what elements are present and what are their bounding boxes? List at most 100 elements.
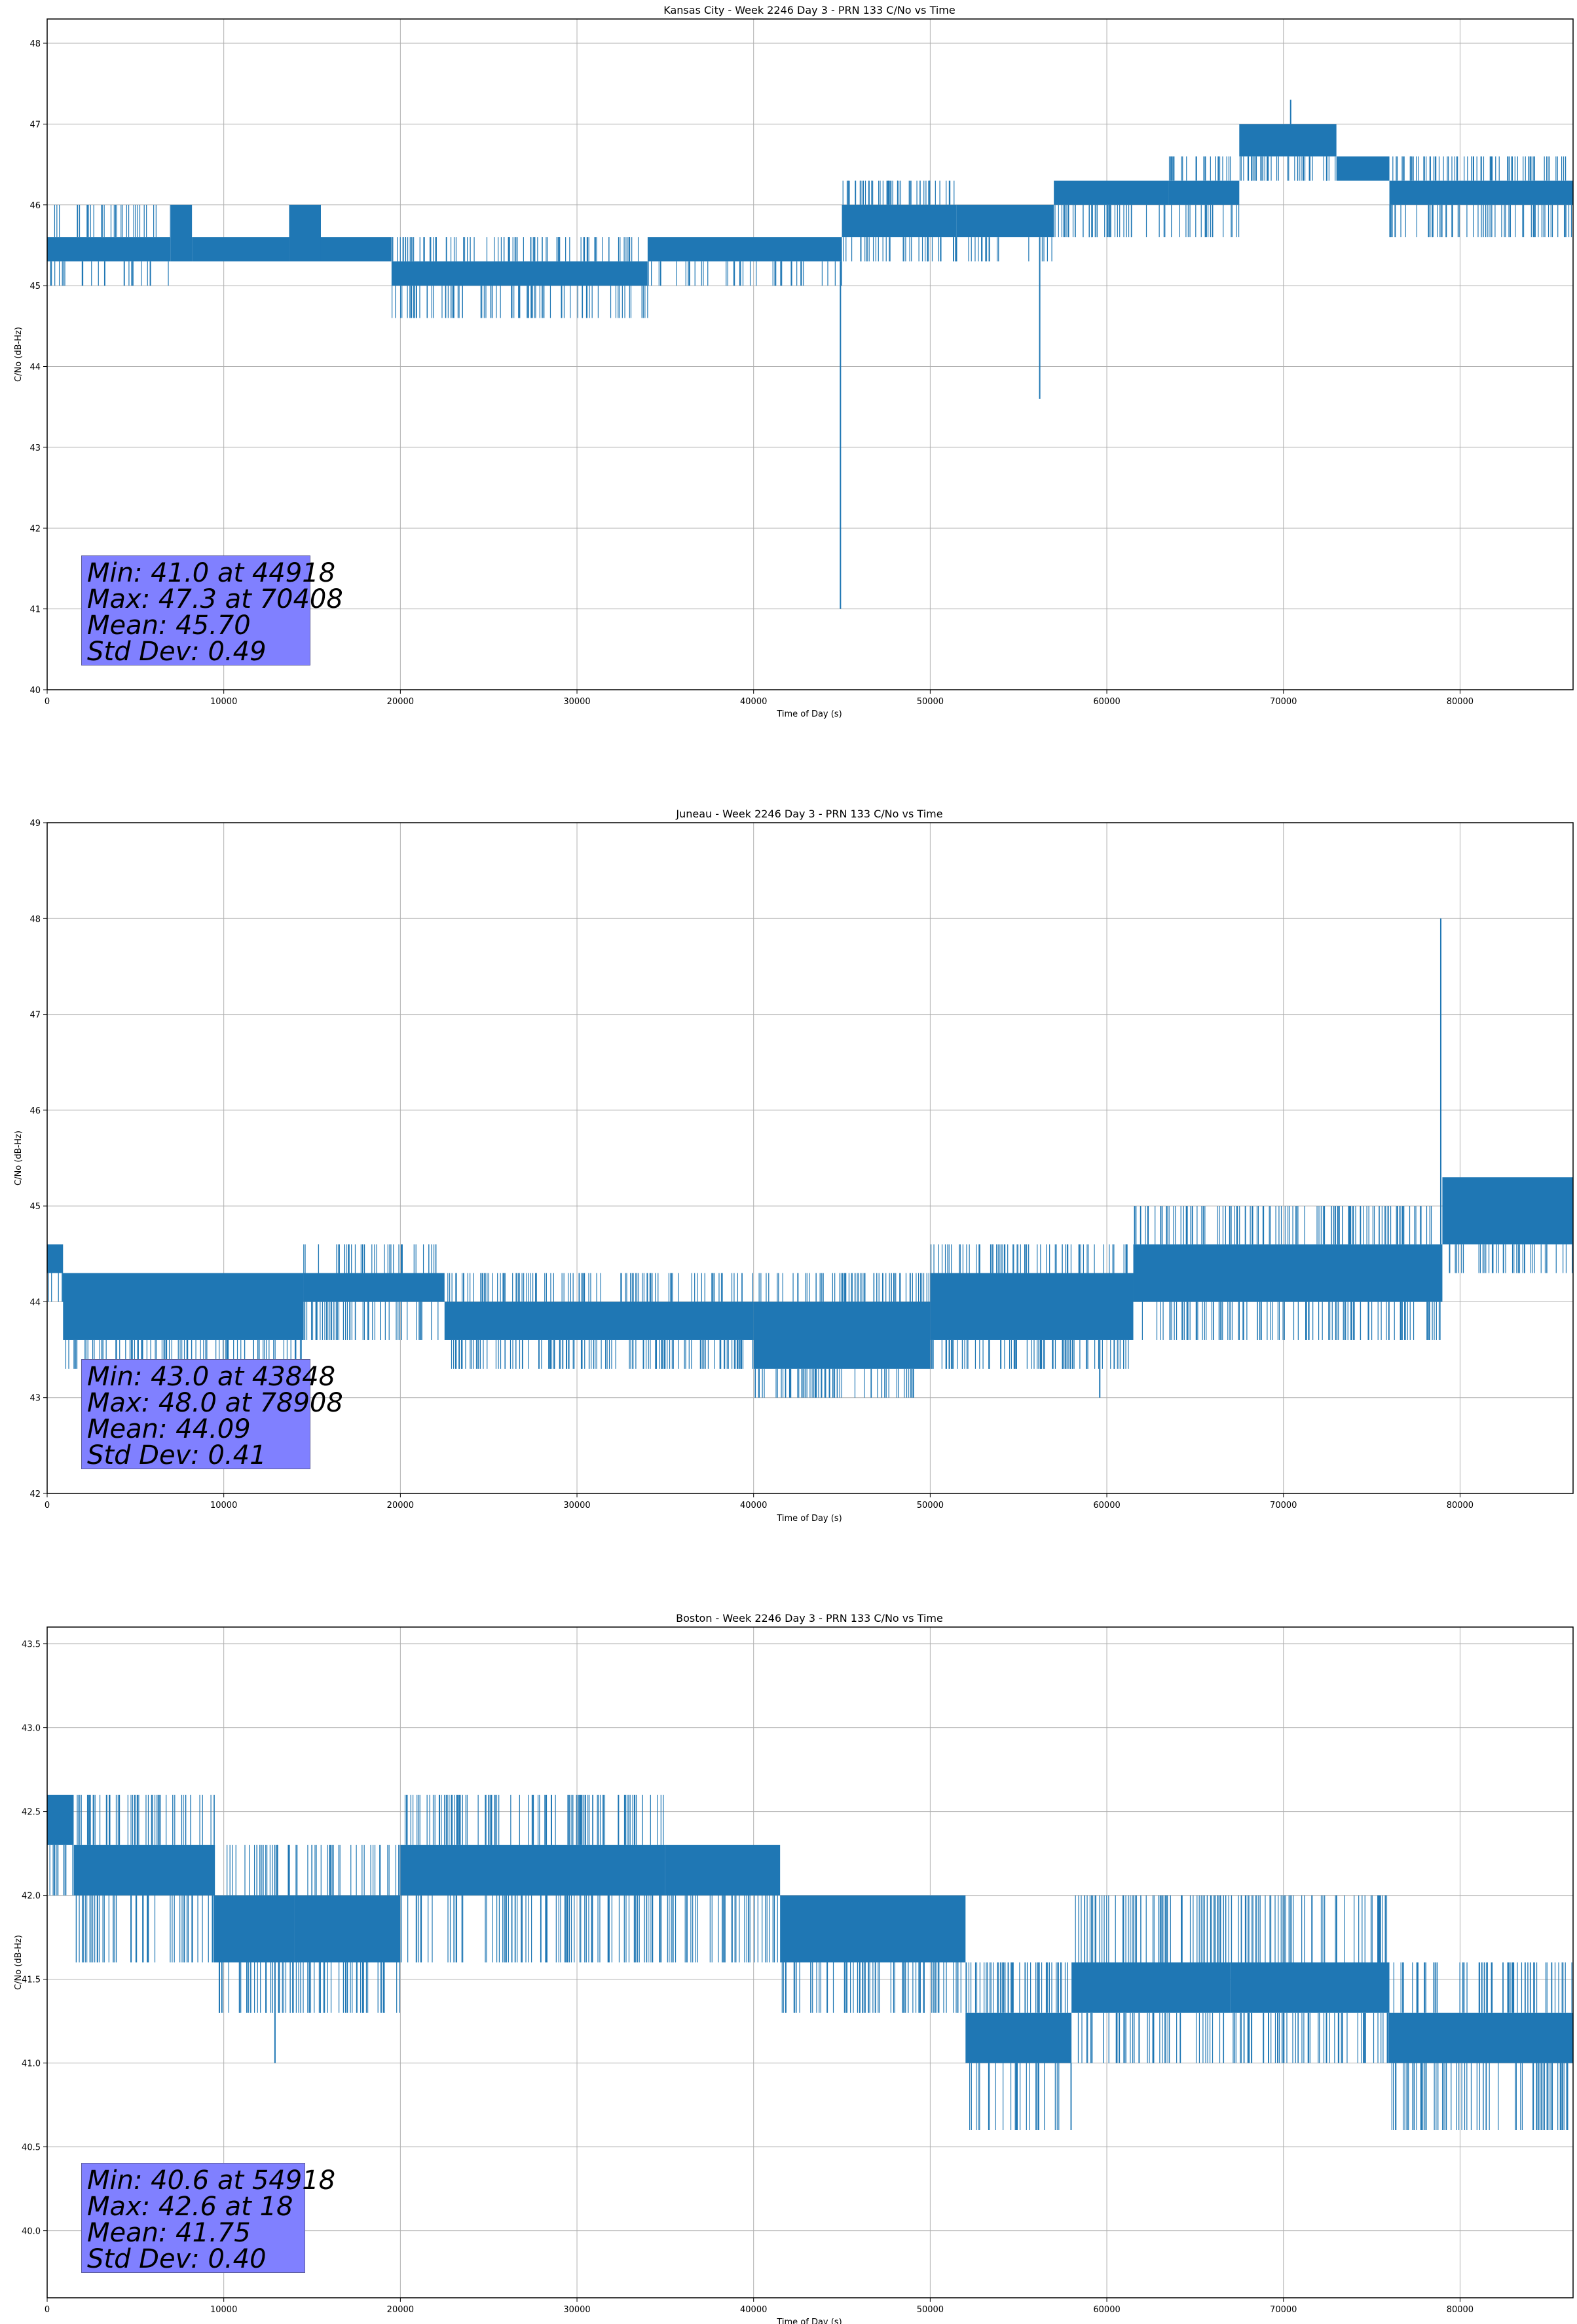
x-tick-label: 60000 bbox=[1093, 697, 1120, 707]
y-tick-label: 42.0 bbox=[22, 1892, 41, 1902]
x-tick-label: 30000 bbox=[563, 2305, 590, 2315]
y-tick-label: 43 bbox=[29, 1394, 41, 1404]
y-tick-label: 42 bbox=[29, 1490, 41, 1499]
y-tick-label: 40.0 bbox=[22, 2227, 41, 2237]
cno-trace bbox=[47, 100, 1573, 609]
grid bbox=[46, 1627, 1573, 2298]
y-tick-label: 43 bbox=[29, 443, 41, 453]
cno-band bbox=[170, 204, 193, 262]
x-tick-label: 70000 bbox=[1270, 1501, 1297, 1510]
cno-band bbox=[1071, 1962, 1231, 2013]
cno-band bbox=[1239, 124, 1337, 157]
x-tick-label: 10000 bbox=[210, 1501, 237, 1510]
y-tick-label: 47 bbox=[29, 120, 41, 130]
x-axis-ticks: 0 10000 20000 30000 40000 50000 60000 70000 8000… bbox=[45, 690, 1474, 707]
cno-band bbox=[930, 1273, 1134, 1340]
y-tick-label: 45 bbox=[29, 1202, 41, 1212]
x-axis-label: Time of Day (s) bbox=[776, 1514, 842, 1524]
y-tick-label: 49 bbox=[29, 819, 41, 829]
stats-std: Std Dev: 0.49 bbox=[87, 637, 267, 667]
x-tick-label: 60000 bbox=[1093, 1501, 1120, 1510]
kansas-city-panel: Kansas City - Week 2246 Day 3 - PRN 133 … bbox=[14, 4, 1574, 719]
y-axis-ticks: 40 41 42 43 44 45 46 47 48 bbox=[29, 39, 47, 696]
y-axis-label: C/No (dB-Hz) bbox=[14, 1131, 24, 1186]
x-axis-ticks: 0 10000 20000 30000 40000 50000 60000 70000 8000… bbox=[45, 2298, 1474, 2315]
x-tick-label: 10000 bbox=[210, 697, 237, 707]
cno-band bbox=[1336, 156, 1390, 181]
cno-band bbox=[1168, 180, 1240, 205]
y-tick-label: 44 bbox=[29, 363, 41, 373]
cno-band bbox=[444, 1302, 754, 1340]
juneau-panel: Juneau - Week 2246 Day 3 - PRN 133 C/No … bbox=[14, 808, 1574, 1524]
boston-panel: Boston - Week 2246 Day 3 - PRN 133 C/No … bbox=[14, 1612, 1574, 2324]
x-tick-label: 0 bbox=[45, 697, 50, 707]
cno-band bbox=[647, 237, 842, 262]
chart-title: Boston - Week 2246 Day 3 - PRN 133 C/No … bbox=[676, 1612, 943, 1624]
x-axis-label: Time of Day (s) bbox=[776, 2317, 842, 2324]
stats-box: Min: 41.0 at 44918 Max: 47.3 at 70408 Me… bbox=[81, 555, 343, 667]
x-axis-ticks: 0 10000 20000 30000 40000 50000 60000 70000 8000… bbox=[45, 1493, 1474, 1510]
y-tick-label: 45 bbox=[29, 282, 41, 291]
stats-box: Min: 43.0 at 43848 Max: 48.0 at 78908 Me… bbox=[81, 1359, 343, 1471]
stats-mean: Mean: 44.09 bbox=[87, 1414, 251, 1444]
chart-title: Juneau - Week 2246 Day 3 - PRN 133 C/No … bbox=[675, 808, 942, 820]
cno-band bbox=[1230, 1962, 1390, 2013]
cno-band bbox=[753, 1302, 931, 1369]
cno-band bbox=[956, 204, 1054, 238]
x-tick-label: 0 bbox=[45, 1501, 50, 1510]
x-tick-label: 70000 bbox=[1270, 697, 1297, 707]
x-tick-label: 20000 bbox=[387, 1501, 414, 1510]
y-tick-label: 40 bbox=[29, 686, 41, 696]
y-axis-ticks: 42 43 44 45 46 47 48 49 bbox=[29, 819, 47, 1499]
cno-band bbox=[400, 1845, 665, 1896]
y-tick-label: 42 bbox=[29, 524, 41, 534]
y-tick-label: 43.0 bbox=[22, 1724, 41, 1734]
y-tick-label: 47 bbox=[29, 1011, 41, 1021]
x-tick-label: 10000 bbox=[210, 2305, 237, 2315]
stats-max: Max: 47.3 at 70408 bbox=[87, 584, 343, 614]
cno-band bbox=[842, 204, 957, 238]
cno-band bbox=[1389, 180, 1573, 205]
cno-band bbox=[289, 204, 321, 262]
stats-mean: Mean: 45.70 bbox=[87, 610, 251, 641]
y-tick-label: 46 bbox=[29, 1106, 41, 1116]
plot-frame bbox=[46, 18, 1574, 690]
stats-min: Min: 41.0 at 44918 bbox=[87, 558, 336, 588]
x-axis-label: Time of Day (s) bbox=[776, 709, 842, 719]
x-tick-label: 0 bbox=[45, 2305, 50, 2315]
cno-trace bbox=[47, 918, 1573, 1398]
x-tick-label: 40000 bbox=[740, 1501, 767, 1510]
stats-min: Min: 43.0 at 43848 bbox=[87, 1362, 336, 1392]
cno-series bbox=[47, 1795, 1573, 2130]
cno-band bbox=[665, 1845, 781, 1896]
y-tick-label: 44 bbox=[29, 1298, 41, 1307]
y-tick-label: 48 bbox=[29, 39, 41, 49]
x-tick-label: 30000 bbox=[563, 697, 590, 707]
cno-series bbox=[47, 918, 1573, 1398]
cno-band bbox=[1442, 1177, 1573, 1245]
chart-title: Kansas City - Week 2246 Day 3 - PRN 133 … bbox=[663, 4, 955, 16]
cno-band bbox=[391, 261, 648, 286]
y-tick-label: 40.5 bbox=[22, 2143, 41, 2153]
x-tick-label: 80000 bbox=[1447, 1501, 1474, 1510]
x-tick-label: 60000 bbox=[1093, 2305, 1120, 2315]
stats-box: Min: 40.6 at 54918 Max: 42.6 at 18 Mean:… bbox=[81, 2163, 336, 2273]
stats-std: Std Dev: 0.41 bbox=[87, 1440, 267, 1471]
cno-band bbox=[47, 237, 171, 262]
stats-min: Min: 40.6 at 54918 bbox=[87, 2165, 336, 2196]
y-tick-label: 41 bbox=[29, 605, 41, 615]
y-tick-label: 43.5 bbox=[22, 1640, 41, 1650]
x-tick-label: 50000 bbox=[917, 697, 944, 707]
cno-band bbox=[47, 1795, 74, 1845]
stats-max: Max: 48.0 at 78908 bbox=[87, 1388, 343, 1418]
y-axis-label: C/No (dB-Hz) bbox=[14, 1935, 24, 1990]
x-tick-label: 80000 bbox=[1447, 697, 1474, 707]
x-tick-label: 50000 bbox=[917, 1501, 944, 1510]
plot-frame bbox=[46, 822, 1574, 1494]
cno-band bbox=[965, 2012, 1072, 2063]
cno-trace bbox=[47, 1795, 1573, 2130]
x-tick-label: 20000 bbox=[387, 2305, 414, 2315]
y-tick-label: 46 bbox=[29, 201, 41, 211]
plot-frame bbox=[46, 1626, 1574, 2298]
